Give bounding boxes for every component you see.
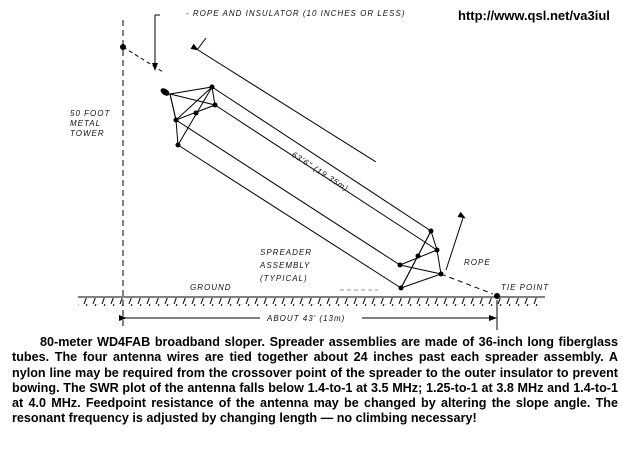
spreader-label-line: (TYPICAL) — [260, 274, 308, 283]
rope-top — [122, 46, 164, 73]
source-url: http://www.qsl.net/va3iul — [458, 8, 610, 23]
tie-point-dot — [494, 293, 500, 299]
ground-label: GROUND — [190, 283, 232, 292]
distance-label: ABOUT 43' (13m) — [267, 314, 346, 323]
tie-point-label: TIE POINT — [501, 283, 550, 292]
tower-label-line: TOWER — [70, 129, 105, 138]
tower-label: 50 FOOT METAL TOWER — [70, 109, 110, 139]
antenna-drawing — [78, 14, 545, 330]
tower-label-line: 50 FOOT — [70, 109, 111, 118]
tower-label-line: METAL — [70, 119, 102, 128]
spreader-label-line: ASSEMBLY — [260, 261, 311, 270]
dimension-line — [190, 43, 466, 219]
figure-caption: 80-meter WD4FAB broadband sloper. Spread… — [12, 335, 618, 426]
spreader-label: SPREADER ASSEMBLY (TYPICAL) — [260, 246, 312, 285]
rope-insulator-label: - ROPE AND INSULATOR (10 INCHES OR LESS) — [186, 9, 406, 18]
spreader-label-line: SPREADER — [260, 248, 313, 257]
rope-label: ROPE — [464, 258, 491, 267]
